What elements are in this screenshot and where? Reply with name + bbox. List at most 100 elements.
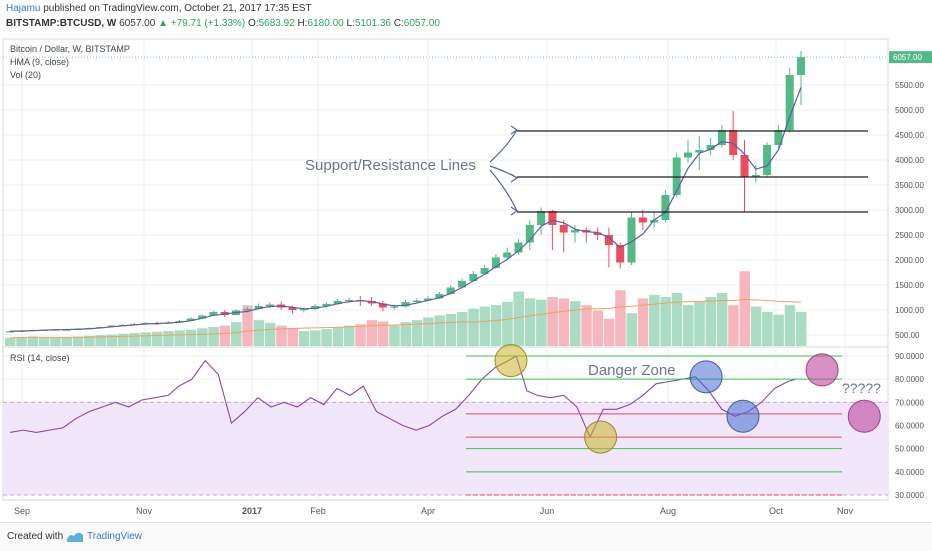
candle-body (435, 294, 444, 299)
volume-bar (603, 318, 615, 346)
volume-bar (140, 332, 152, 346)
annotation-arrow (489, 129, 518, 163)
price-y-tick-label: 5000.00 (895, 106, 924, 115)
candle-body (265, 304, 274, 306)
volume-bar (242, 305, 253, 346)
candle-body (616, 245, 625, 263)
volume-bar (490, 305, 502, 346)
volume-bar (174, 330, 185, 346)
annotation-circle (726, 399, 760, 433)
volume-bar (185, 329, 197, 346)
last-price-tag-label: 6057.00 (893, 53, 922, 62)
volume-bar (445, 314, 457, 346)
price-y-tick-label: 500.00 (895, 331, 920, 340)
candle-body (209, 312, 218, 316)
vol-indicator-label: Vol (20) (10, 70, 41, 80)
candle-body (763, 145, 772, 175)
price-y-tick-label: 3500.00 (895, 181, 924, 190)
candle-body (390, 306, 399, 308)
volume-bar (5, 337, 16, 346)
rsi-y-tick-label: 30.0000 (895, 491, 924, 500)
rsi-line (9, 355, 796, 439)
volume-bar (355, 324, 366, 346)
price-y-tick-label: 3000.00 (895, 206, 924, 215)
candle-body (367, 301, 376, 304)
volume-bar (377, 321, 389, 346)
candle-body (491, 257, 500, 268)
author-link[interactable]: Hajamu (6, 3, 41, 14)
candle-body (401, 302, 410, 307)
volume-bar (95, 335, 106, 346)
tradingview-brand-link[interactable]: TradingView (87, 531, 143, 542)
publish-info: Hajamu published on TradingView.com, Oct… (6, 3, 312, 14)
volume-bar (524, 298, 536, 346)
candle-body (604, 235, 613, 245)
volume-bar (479, 306, 491, 346)
rsi-y-tick-label: 50.0000 (895, 445, 924, 454)
volume-bar (558, 298, 570, 346)
volume-bar (253, 320, 265, 346)
volume-bar (592, 310, 604, 346)
candle-body (537, 211, 546, 225)
volume-bar (468, 308, 479, 346)
symbol-label: BITSTAMP:BTCUSD, W (6, 18, 117, 29)
candle-body (186, 318, 195, 321)
rsi-y-tick-label: 90.0000 (895, 352, 924, 361)
volume-bar (208, 326, 219, 346)
volume-bar (276, 325, 287, 346)
volume-bar (50, 337, 61, 346)
volume-bar (626, 313, 637, 346)
candle-body (198, 315, 207, 319)
volume-bar (536, 299, 547, 346)
candle-body (345, 300, 353, 302)
candle-body (299, 309, 308, 311)
low-label: L: (346, 18, 355, 29)
candle-body (503, 252, 512, 258)
volume-bar (434, 315, 445, 346)
annotation-arrow (489, 169, 518, 212)
volume-bar (264, 322, 276, 346)
volume-bar (637, 298, 649, 346)
volume-bar (27, 336, 39, 346)
candle-body (469, 274, 478, 281)
footer: Created with TradingView (0, 522, 932, 551)
volume-bar (615, 290, 626, 346)
high-value: 6180.00 (307, 18, 344, 29)
danger-zone-label: Danger Zone (588, 362, 676, 379)
up-arrow-icon: ▲ (158, 18, 168, 29)
candle-body (650, 220, 659, 223)
annotation-arrowhead (510, 206, 519, 216)
volume-bar (61, 337, 72, 346)
candle-body (243, 309, 252, 311)
candle-body (672, 157, 681, 195)
volume-bar (671, 292, 683, 346)
candle-body (661, 195, 670, 220)
price-change: +79.71 (+1.33%) (170, 18, 246, 29)
volume-bar (366, 320, 378, 346)
candle-body (627, 217, 636, 263)
candle-body (412, 300, 421, 302)
volume-bar (796, 312, 807, 346)
volume-bar (344, 325, 355, 346)
candle-body (322, 304, 331, 306)
candle-body (785, 75, 794, 130)
volume-bar (38, 337, 50, 346)
last-price: 6057.00 (119, 18, 156, 29)
candle-body (525, 225, 534, 243)
axes: Sep Nov 2017 Feb Apr Jun Aug Oct Nov 500.00 1000.0… (10, 44, 932, 516)
chart-area[interactable]: Support/Resistance Lines Danger Zone?????… (0, 35, 932, 522)
volume-bar (513, 291, 524, 346)
volume-bar (773, 314, 784, 346)
candle-body (446, 287, 455, 294)
volume-bar (660, 297, 671, 346)
volume-bar (163, 331, 174, 346)
candle-body (378, 303, 387, 308)
x-tick-label: Sep (14, 506, 30, 516)
price-y-tick-label: 1500.00 (895, 281, 924, 290)
candle-body (6, 331, 14, 333)
candles (6, 51, 805, 333)
volume-bar (694, 301, 705, 346)
x-tick-label: Feb (310, 506, 326, 516)
volume-bar (84, 335, 95, 346)
candle-body (220, 312, 229, 315)
